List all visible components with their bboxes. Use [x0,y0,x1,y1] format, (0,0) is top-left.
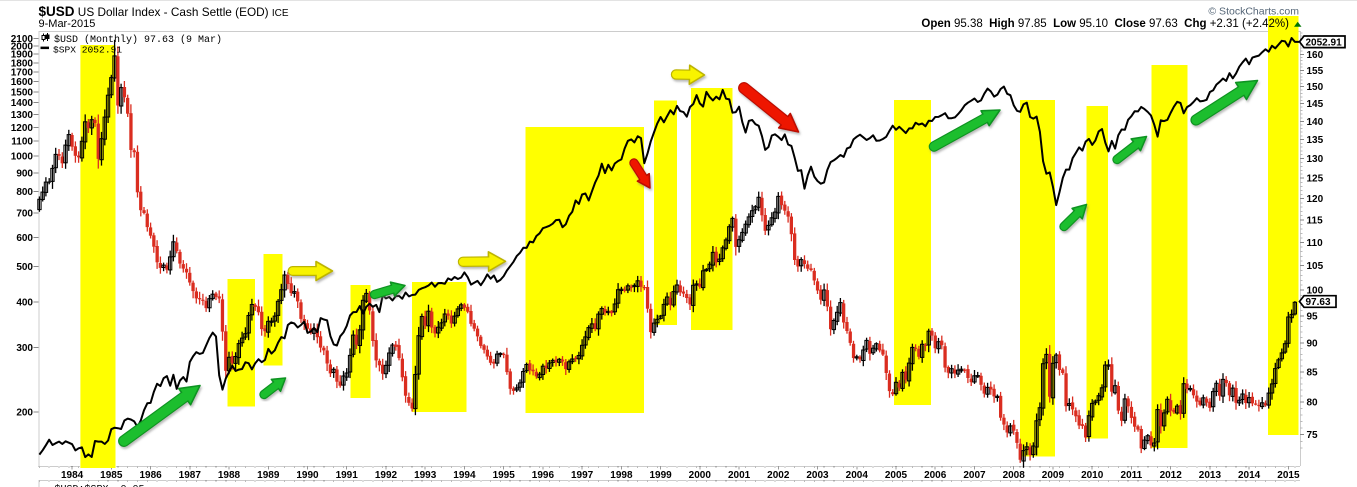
svg-text:100: 100 [1307,286,1324,297]
svg-text:95: 95 [1307,312,1319,323]
svg-text:75: 75 [1307,430,1319,441]
svg-text:2015: 2015 [1277,470,1300,481]
svg-text:85: 85 [1307,367,1319,378]
svg-text:1992: 1992 [375,470,398,481]
svg-text:1986: 1986 [139,470,162,481]
svg-text:2002: 2002 [767,470,790,481]
svg-text:1700: 1700 [11,67,34,78]
svg-text:300: 300 [16,343,33,354]
svg-text:105: 105 [1307,261,1324,272]
svg-text:2011: 2011 [1121,470,1143,481]
svg-text:150: 150 [1307,82,1324,93]
svg-text:2003: 2003 [806,470,829,481]
svg-text:90: 90 [1307,339,1319,350]
svg-text:Open 95.38 High 97.85 Low 95: Open 95.38 High 97.85 Low 95.10 Close 97… [921,18,1289,30]
svg-text:2010: 2010 [1081,470,1104,481]
svg-text:1984: 1984 [61,470,84,481]
svg-text:1200: 1200 [11,123,34,134]
svg-text:125: 125 [1307,174,1324,185]
svg-text:1999: 1999 [649,470,672,481]
svg-text:9-Mar-2015: 9-Mar-2015 [39,18,96,30]
svg-text:115: 115 [1307,216,1324,227]
svg-text:135: 135 [1307,135,1324,146]
svg-text:1987: 1987 [179,470,202,481]
svg-text:2007: 2007 [963,470,986,481]
svg-text:1994: 1994 [453,470,476,481]
svg-text:160: 160 [1307,50,1324,61]
svg-text:1300: 1300 [11,110,34,121]
svg-text:600: 600 [16,233,33,244]
svg-text:1989: 1989 [257,470,280,481]
svg-text:2100: 2100 [11,34,34,45]
svg-text:1997: 1997 [571,470,594,481]
svg-text:2006: 2006 [924,470,947,481]
svg-text:2008: 2008 [1003,470,1026,481]
svg-text:2009: 2009 [1042,470,1065,481]
svg-text:1995: 1995 [493,470,516,481]
svg-text:700: 700 [16,208,33,219]
svg-text:1900: 1900 [11,50,34,61]
svg-text:97.63: 97.63 [1306,297,1331,308]
svg-text:2013: 2013 [1199,470,1222,481]
svg-text:1991: 1991 [336,470,359,481]
svg-text:2000: 2000 [689,470,712,481]
svg-text:145: 145 [1307,99,1324,110]
svg-text:80: 80 [1307,398,1319,409]
svg-text:1600: 1600 [11,77,34,88]
svg-text:1000: 1000 [11,152,34,163]
svg-text:2005: 2005 [885,470,908,481]
svg-text:$USD (Monthly) 97.63 (9 Mar): $USD (Monthly) 97.63 (9 Mar) [54,34,222,46]
svg-text:1990: 1990 [296,470,319,481]
svg-text:2001: 2001 [728,470,751,481]
svg-text:1100: 1100 [11,137,33,148]
svg-text:2004: 2004 [846,470,869,481]
svg-text:110: 110 [1307,238,1324,249]
svg-text:130: 130 [1307,154,1324,165]
svg-text:© StockCharts.com: © StockCharts.com [1208,6,1299,18]
svg-text:400: 400 [16,297,33,308]
svg-text:1988: 1988 [218,470,241,481]
svg-text:2012: 2012 [1160,470,1183,481]
svg-text:155: 155 [1307,66,1324,77]
svg-text:$USD US Dollar Index - Cash Se: $USD US Dollar Index - Cash Settle (EOD)… [39,4,289,19]
svg-text:1993: 1993 [414,470,437,481]
svg-text:$USD:$SPX 0.05: $USD:$SPX 0.05 [55,484,145,487]
svg-text:2014: 2014 [1238,470,1261,481]
svg-text:800: 800 [16,187,33,198]
svg-text:1985: 1985 [100,470,123,481]
svg-text:2052.91: 2052.91 [1306,38,1343,49]
svg-text:500: 500 [16,262,33,273]
svg-text:200: 200 [16,408,33,419]
svg-text:1400: 1400 [11,98,34,109]
svg-text:900: 900 [16,169,33,180]
svg-text:2000: 2000 [11,42,34,53]
svg-text:$SPX 2052.91: $SPX 2052.91 [53,45,122,56]
svg-text:1998: 1998 [610,470,633,481]
svg-text:1500: 1500 [11,87,34,98]
svg-text:1800: 1800 [11,58,34,69]
svg-text:120: 120 [1307,194,1324,205]
svg-text:140: 140 [1307,117,1324,128]
svg-text:1996: 1996 [532,470,555,481]
